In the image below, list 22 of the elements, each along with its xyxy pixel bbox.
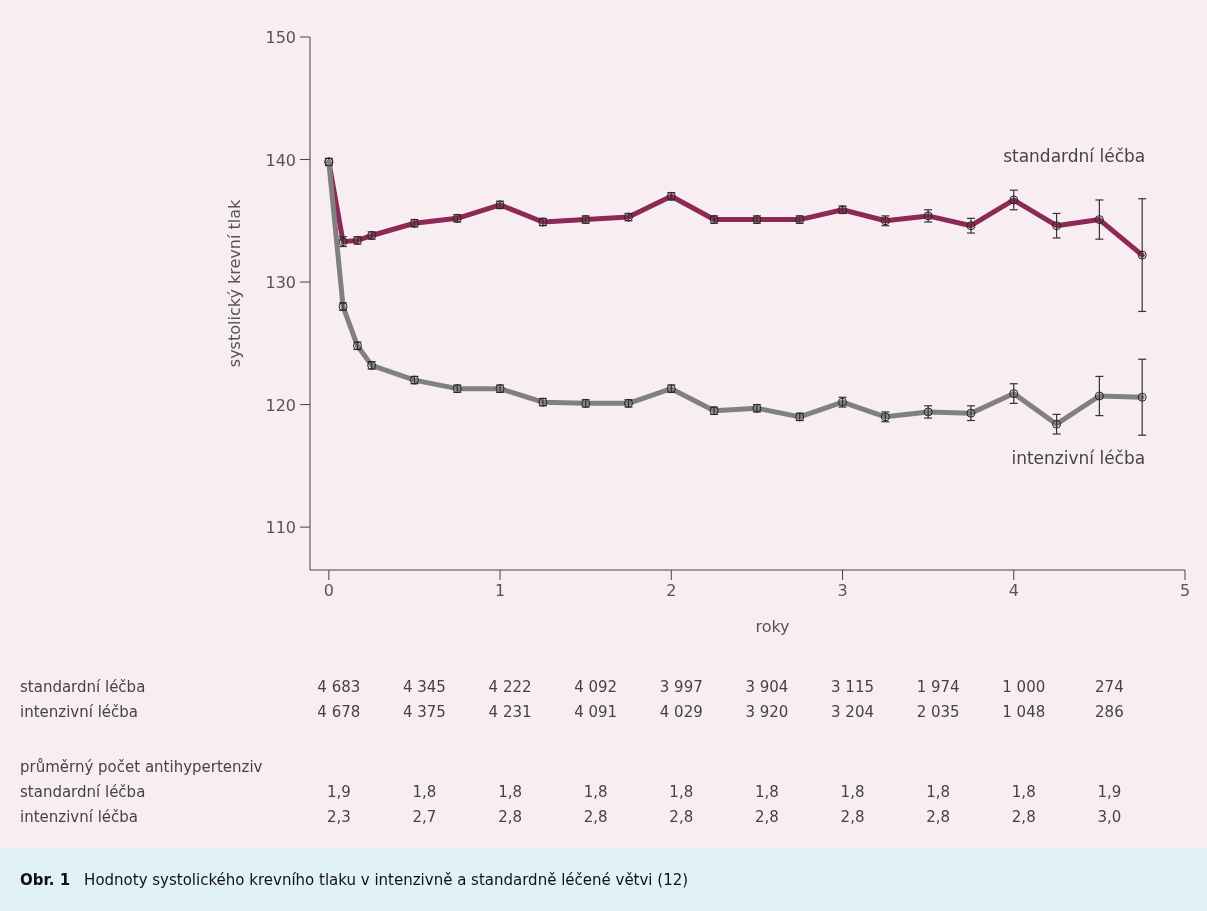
x-tick-label: 3 xyxy=(837,581,848,600)
y-tick-label: 110 xyxy=(265,518,296,538)
y-tick-label: 140 xyxy=(265,150,296,170)
text: průměrný počet antihypertenziv xyxy=(20,758,263,776)
x-tick-label: 0 xyxy=(323,581,334,600)
text: standardní léčba 1,9 1,8 1,8 1,8 1,8 1,8 1,8 1,8 1,8 1,9 xyxy=(20,783,1122,801)
y-tick-label: 150 xyxy=(265,28,296,47)
x-tick-label: 1 xyxy=(494,581,506,600)
text: Hodnoty systolického krevního tlaku v intenzivně a standardně léčené větvi (12) xyxy=(84,871,689,889)
y-axis-title: systolický krevní tlak xyxy=(225,199,244,368)
text: standardní léčba 4 683 4 345 4 222 4 092 3 997 3 904 3 115 1 974 1 000 274 xyxy=(20,678,1124,696)
x-tick-label: 2 xyxy=(666,581,677,600)
text: Obr. 1 xyxy=(20,871,71,889)
x-tick-label: 5 xyxy=(1179,581,1191,600)
x-tick-label: 4 xyxy=(1008,581,1019,600)
text: intenzivní léčba 4 678 4 375 4 231 4 091 4 029 3 920 3 204 2 035 1 048 286 xyxy=(20,703,1124,721)
series-label: standardní léčba xyxy=(1003,146,1146,167)
text: intenzivní léčba 2,3 2,7 2,8 2,8 2,8 2,8 2,8 2,8 2,8 3,0 xyxy=(20,808,1122,826)
y-tick-label: 130 xyxy=(265,273,296,293)
text: intenzivní léčba xyxy=(1011,448,1146,469)
y-tick-label: 120 xyxy=(265,395,296,415)
x-axis-title: roky xyxy=(755,617,790,636)
